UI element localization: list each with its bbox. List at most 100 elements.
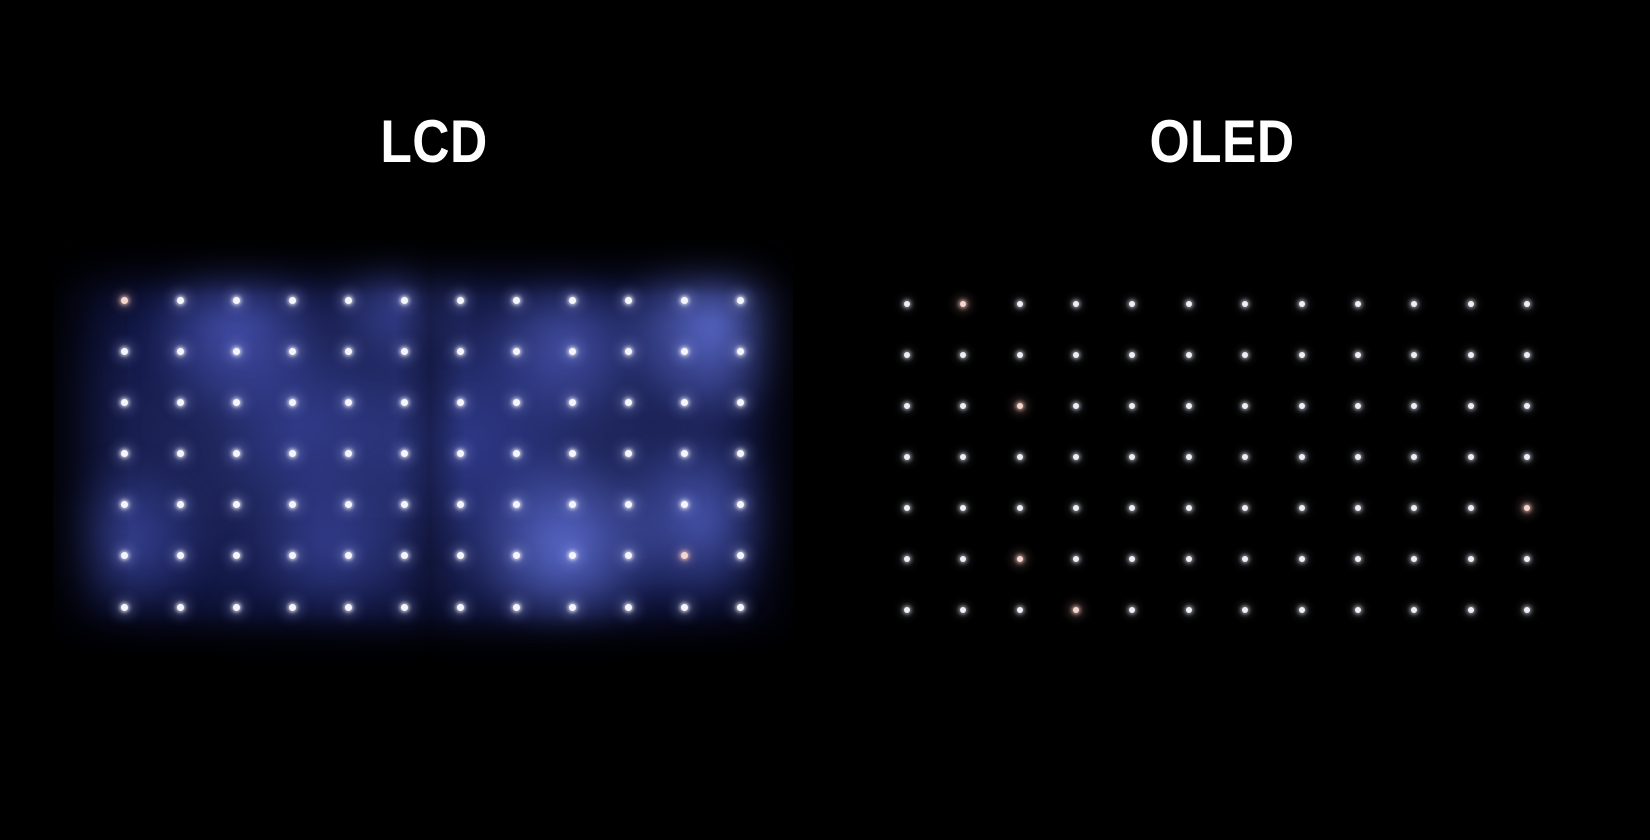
oled-pixel-dot	[1411, 301, 1418, 307]
lcd-pixel-dot	[512, 501, 520, 509]
oled-pixel-dot	[1411, 505, 1418, 511]
lcd-pixel-dot	[344, 398, 352, 406]
lcd-pixel-dot	[176, 347, 184, 355]
oled-pixel-dot	[1185, 556, 1192, 562]
oled-pixel-dot	[1129, 505, 1136, 511]
oled-pixel-dot	[904, 505, 910, 511]
oled-pixel-dot	[1411, 403, 1418, 409]
oled-title: OLED	[1149, 108, 1295, 175]
lcd-pixel-dot	[512, 603, 520, 611]
lcd-pixel-dot	[456, 501, 464, 509]
oled-pixel-dot	[1242, 607, 1249, 613]
lcd-title: LCD	[380, 108, 488, 175]
lcd-pixel-dot	[512, 398, 520, 406]
oled-pixel-dot	[1242, 505, 1249, 511]
oled-pixel-dot	[1129, 607, 1136, 613]
oled-pixel-dot	[1185, 352, 1192, 358]
lcd-panel-backlight	[53, 241, 793, 661]
lcd-pixel-dot	[568, 347, 576, 355]
oled-pixel-dot	[960, 607, 967, 613]
oled-pixel-dot	[1467, 556, 1474, 562]
lcd-pixel-dot	[344, 296, 352, 304]
oled-pixel-dot	[1354, 607, 1361, 613]
oled-pixel-dot	[1411, 454, 1418, 460]
lcd-pixel-dot	[344, 552, 352, 560]
lcd-pixel-dot	[456, 398, 464, 406]
lcd-pixel-dot	[625, 450, 633, 457]
lcd-pixel-dot	[232, 450, 240, 457]
oled-pixel-dot	[1298, 607, 1305, 613]
oled-pixel-dot	[904, 403, 910, 409]
lcd-pixel-dot	[400, 296, 408, 304]
oled-pixel-dot	[1129, 556, 1136, 562]
lcd-pixel-dot	[681, 501, 689, 509]
oled-pixel-dot	[1242, 556, 1249, 562]
lcd-pixel-dot	[681, 450, 689, 457]
lcd-pixel-dot	[737, 296, 745, 304]
lcd-pixel-dot	[120, 552, 128, 560]
oled-pixel-dot	[1354, 505, 1361, 511]
oled-pixel-dot	[1073, 556, 1080, 562]
lcd-pixel-dot	[232, 552, 240, 560]
lcd-pixel-dot	[456, 347, 464, 355]
lcd-pixel-dot	[456, 603, 464, 611]
oled-pixel-dot	[1354, 403, 1361, 409]
lcd-pixel-dot	[120, 296, 128, 304]
lcd-pixel-dot	[456, 296, 464, 304]
oled-pixel-dot	[904, 556, 910, 562]
oled-pixel-dot	[1073, 403, 1080, 409]
oled-pixel-dot	[904, 607, 910, 613]
oled-pixel-dot	[1411, 556, 1418, 562]
lcd-pixel-dot	[625, 347, 633, 355]
lcd-pixel-dot	[681, 347, 689, 355]
lcd-pixel-dot	[344, 501, 352, 509]
oled-pixel-dot	[1523, 301, 1530, 307]
oled-pixel-dot	[1129, 403, 1136, 409]
oled-pixel-dot	[1185, 607, 1192, 613]
lcd-pixel-dot	[737, 552, 745, 560]
oled-pixel-dot	[1016, 454, 1023, 460]
lcd-pixel-dot	[288, 347, 296, 355]
lcd-pixel-dot	[232, 347, 240, 355]
lcd-pixel-dot	[568, 296, 576, 304]
oled-pixel-dot	[1298, 556, 1305, 562]
oled-pixel-dot	[904, 454, 910, 460]
lcd-pixel-dot	[568, 450, 576, 457]
oled-pixel-dot	[1298, 301, 1305, 307]
oled-pixel-dot	[1185, 403, 1192, 409]
lcd-pixel-dot	[737, 347, 745, 355]
lcd-pixel-dot	[344, 347, 352, 355]
lcd-pixel-dot	[737, 398, 745, 406]
lcd-pixel-dot	[456, 450, 464, 457]
lcd-pixel-dot	[288, 552, 296, 560]
oled-pixel-dot	[1411, 607, 1418, 613]
oled-pixel-dot	[1016, 301, 1023, 307]
lcd-pixel-dot	[232, 398, 240, 406]
oled-pixel-dot	[1523, 352, 1530, 358]
lcd-pixel-dot	[625, 552, 633, 560]
oled-pixel-dot	[1016, 607, 1023, 613]
oled-pixel-dot	[1467, 505, 1474, 511]
lcd-pixel-dot	[232, 603, 240, 611]
oled-pixel-dot	[1467, 301, 1474, 307]
oled-pixel-dot	[1242, 403, 1249, 409]
lcd-pixel-dot	[400, 552, 408, 560]
oled-pixel-dot	[1185, 454, 1192, 460]
oled-pixel-dot	[1354, 556, 1361, 562]
lcd-pixel-dot	[176, 501, 184, 509]
lcd-pixel-dot	[568, 603, 576, 611]
oled-pixel-dot	[1129, 352, 1136, 358]
lcd-pixel-dot	[176, 450, 184, 457]
oled-pixel-dot	[904, 352, 910, 358]
lcd-pixel-dot	[568, 398, 576, 406]
lcd-pixel-dot	[344, 450, 352, 457]
lcd-pixel-dot	[176, 552, 184, 560]
oled-pixel-dot	[1354, 352, 1361, 358]
lcd-pixel-dot	[232, 296, 240, 304]
lcd-pixel-dot	[625, 296, 633, 304]
oled-pixel-dot	[1354, 454, 1361, 460]
lcd-pixel-dot	[120, 398, 128, 406]
oled-pixel-dot	[1467, 352, 1474, 358]
oled-pixel-dot	[1242, 454, 1249, 460]
